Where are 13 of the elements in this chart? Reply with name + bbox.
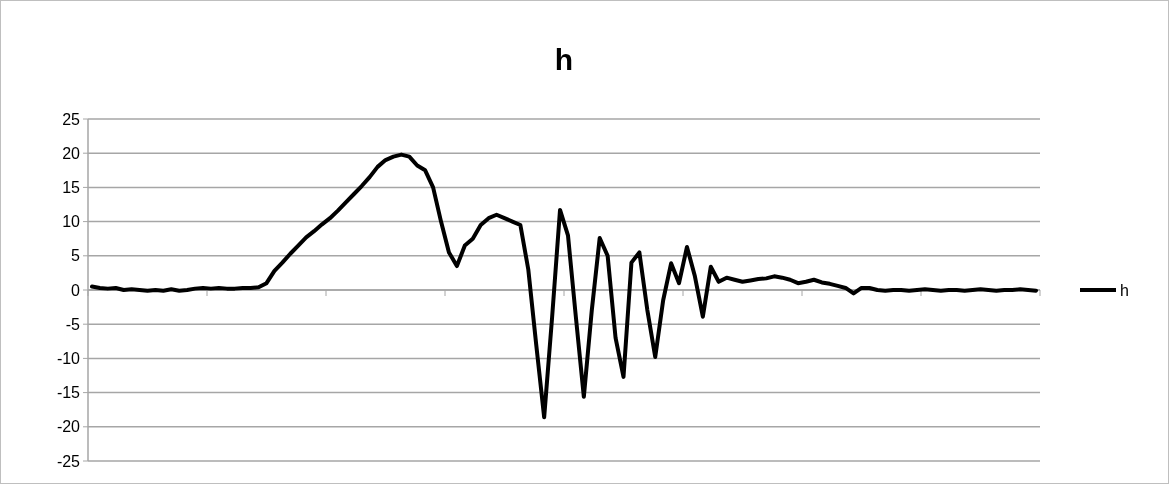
y-tick-label: -5 [65, 315, 81, 333]
y-tick-label: 15 [62, 179, 81, 196]
legend-label: h [1120, 281, 1129, 299]
y-tick-label: -25 [56, 452, 81, 470]
chart-title: h [554, 43, 574, 76]
y-tick-label: 0 [71, 281, 81, 299]
y-tick-label: -10 [56, 350, 81, 367]
y-tick-label: 20 [62, 144, 81, 162]
y-tick-label: 10 [62, 213, 81, 231]
y-tick-label: 25 [62, 110, 81, 128]
y-tick-label: 5 [71, 247, 81, 265]
y-tick-label: -20 [56, 418, 81, 436]
y-tick-label: -15 [56, 384, 81, 402]
